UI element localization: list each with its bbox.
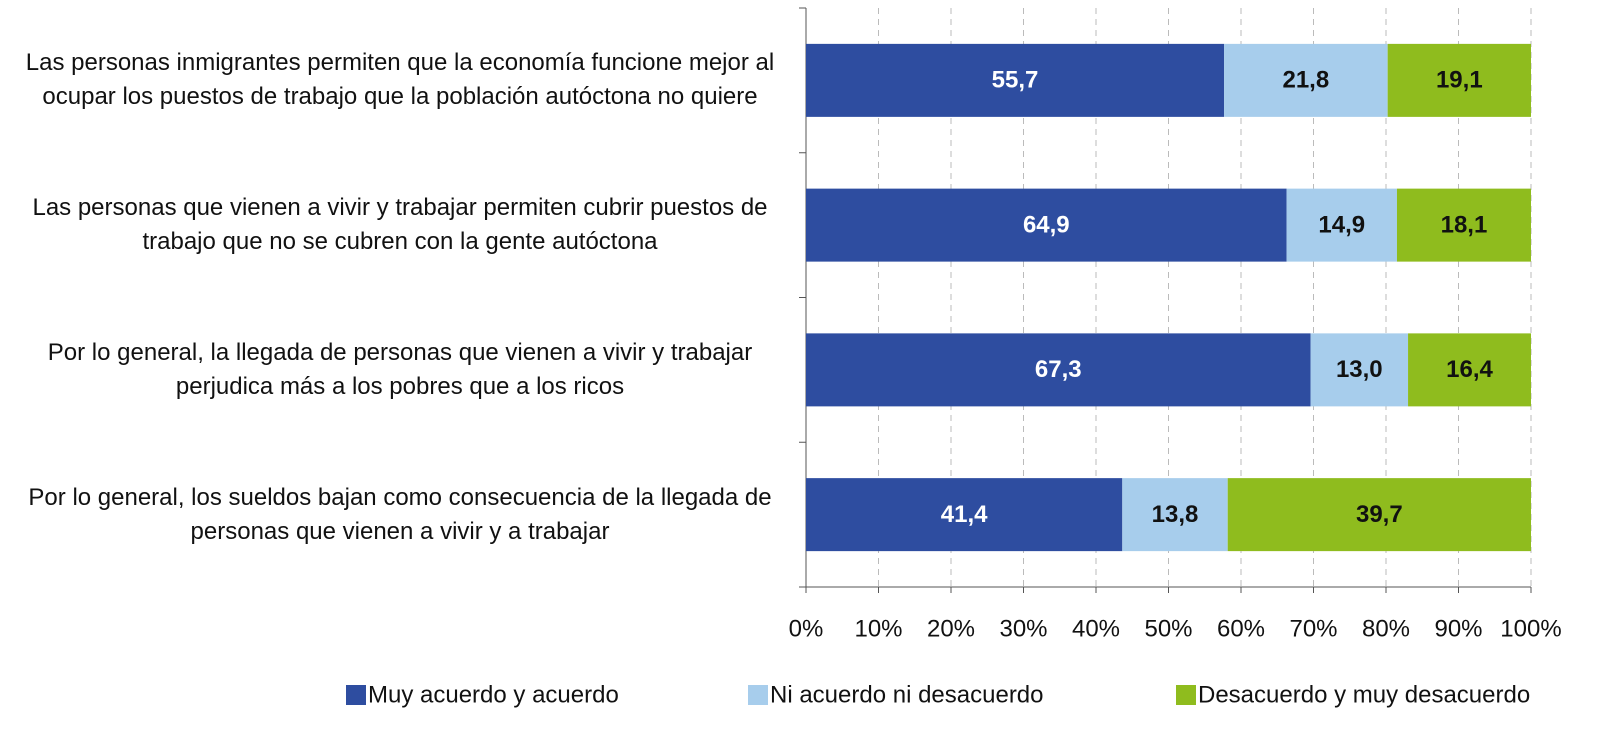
- data-label: 14,9: [1318, 211, 1365, 238]
- bar-segment: [1286, 188, 1397, 262]
- x-tick-label: 60%: [1217, 615, 1265, 642]
- bar-segment: [1396, 188, 1531, 262]
- legend-label: Ni acuerdo ni desacuerdo: [770, 681, 1044, 708]
- data-label: 64,9: [1023, 211, 1070, 238]
- bar-segment: [1408, 333, 1531, 407]
- x-tick-label: 20%: [927, 615, 975, 642]
- legend-swatch: [346, 685, 366, 705]
- category-label: Las personas inmigrantes permiten que la…: [25, 49, 775, 111]
- x-tick-label: 80%: [1362, 615, 1410, 642]
- bar-segment: [806, 478, 1123, 552]
- x-tick-label: 90%: [1434, 615, 1482, 642]
- bar-segment: [1227, 478, 1531, 552]
- legend-swatch: [748, 685, 768, 705]
- x-tick-label: 100%: [1500, 615, 1561, 642]
- x-tick-label: 10%: [854, 615, 902, 642]
- legend-swatch: [1176, 685, 1196, 705]
- data-label: 21,8: [1282, 67, 1329, 94]
- x-tick-label: 0%: [789, 615, 824, 642]
- data-label: 18,1: [1441, 211, 1488, 238]
- category-label: Por lo general, los sueldos bajan como c…: [28, 483, 772, 545]
- data-label: 13,8: [1152, 501, 1199, 528]
- data-label: 55,7: [992, 67, 1039, 94]
- category-label: Por lo general, la llegada de personas q…: [47, 338, 753, 400]
- bar-segment: [1224, 43, 1388, 117]
- bar-segment: [1122, 478, 1228, 552]
- data-label: 39,7: [1356, 501, 1403, 528]
- x-tick-label: 30%: [999, 615, 1047, 642]
- category-label: Las personas que vienen a vivir y trabaj…: [32, 194, 768, 256]
- legend-label: Muy acuerdo y acuerdo: [368, 681, 619, 708]
- legend-label: Desacuerdo y muy desacuerdo: [1198, 681, 1530, 708]
- x-tick-label: 40%: [1072, 615, 1120, 642]
- x-tick-label: 70%: [1289, 615, 1337, 642]
- bar-segment: [1310, 333, 1409, 407]
- x-tick-label: 50%: [1144, 615, 1192, 642]
- data-label: 13,0: [1336, 356, 1383, 383]
- bar-segment: [806, 188, 1287, 262]
- bar-segment: [806, 43, 1225, 117]
- data-label: 19,1: [1436, 67, 1483, 94]
- data-label: 67,3: [1035, 356, 1082, 383]
- bar-segment: [1387, 43, 1531, 117]
- data-label: 41,4: [941, 501, 988, 528]
- bar-segment: [806, 333, 1311, 407]
- data-label: 16,4: [1446, 356, 1493, 383]
